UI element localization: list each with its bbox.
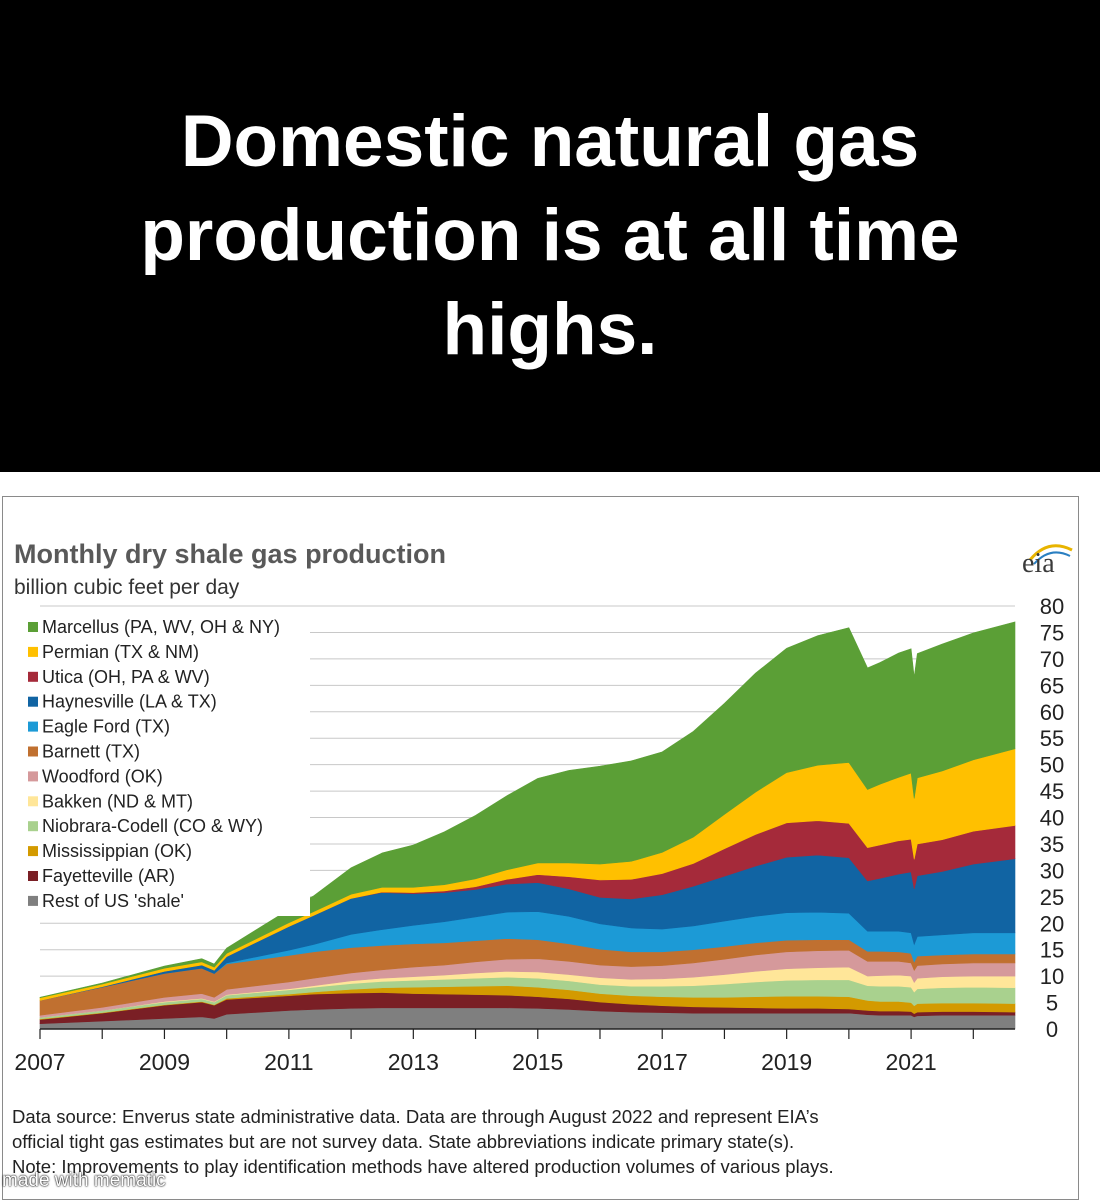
x-label-2017: 2017 [637, 1049, 688, 1075]
legend-swatch-mississippian-ok [28, 846, 38, 857]
watermark: made with mematic [2, 1170, 166, 1191]
legend-label-marcellus-pa-wv-oh-ny: Marcellus (PA, WV, OH & NY) [42, 617, 280, 637]
y-label-20: 20 [1040, 911, 1064, 936]
legend-label-eagle-ford-tx: Eagle Ford (TX) [42, 717, 170, 737]
headline: Domestic natural gas production is at al… [140, 101, 960, 370]
legend-label-rest-of-us-shale: Rest of US 'shale' [42, 891, 184, 911]
legend-swatch-haynesville-la-tx [28, 696, 38, 707]
y-label-65: 65 [1040, 673, 1064, 698]
area-marcellus-pa-wv-oh-ny [39, 621, 1016, 999]
eia-logo-arc-icon [1028, 544, 1073, 561]
legend-label-fayetteville-ar: Fayetteville (AR) [42, 866, 175, 886]
y-label-70: 70 [1040, 647, 1064, 672]
y-label-55: 55 [1040, 726, 1064, 751]
y-label-45: 45 [1040, 779, 1064, 804]
x-label-2007: 2007 [14, 1049, 65, 1075]
legend-background [14, 608, 310, 916]
legend-swatch-utica-oh-pa-wv [28, 671, 38, 682]
legend-label-barnett-tx: Barnett (TX) [42, 742, 140, 762]
legend-swatch-niobrara-codell-co-wy [28, 821, 38, 832]
legend-swatch-marcellus-pa-wv-oh-ny [28, 622, 38, 632]
x-label-2019: 2019 [761, 1049, 812, 1075]
y-label-50: 50 [1040, 753, 1064, 778]
x-label-2009: 2009 [139, 1049, 190, 1075]
stacked-areas [39, 621, 1016, 1030]
chart-subtitle: billion cubic feet per day [14, 576, 240, 599]
y-label-0: 0 [1046, 1017, 1058, 1042]
y-label-80: 80 [1040, 594, 1064, 619]
y-label-10: 10 [1040, 964, 1064, 989]
x-label-2021: 2021 [886, 1049, 937, 1075]
y-label-75: 75 [1040, 620, 1064, 645]
eia-logo: eia [1022, 544, 1073, 579]
chart-title: Monthly dry shale gas production [14, 539, 446, 569]
y-label-35: 35 [1040, 832, 1064, 857]
meme-header: Domestic natural gas production is at al… [0, 0, 1100, 472]
x-label-2011: 2011 [264, 1049, 313, 1075]
y-label-15: 15 [1040, 938, 1064, 963]
legend-label-woodford-ok: Woodford (OK) [42, 766, 163, 786]
y-label-40: 40 [1040, 806, 1064, 831]
eia-logo-text: eia [1022, 548, 1055, 579]
legend-label-mississippian-ok: Mississippian (OK) [42, 841, 192, 861]
legend-swatch-fayetteville-ar [28, 871, 38, 881]
legend-swatch-eagle-ford-tx [28, 721, 38, 732]
y-label-60: 60 [1040, 700, 1064, 725]
legend-label-niobrara-codell-co-wy: Niobrara-Codell (CO & WY) [42, 816, 263, 836]
legend-label-haynesville-la-tx: Haynesville (LA & TX) [42, 692, 217, 712]
legend: Marcellus (PA, WV, OH & NY) Permian (TX &… [14, 608, 310, 916]
legend-swatch-permian-tx-nm [28, 646, 38, 657]
x-label-2013: 2013 [388, 1049, 439, 1075]
legend-swatch-woodford-ok [28, 771, 38, 782]
x-label-2015: 2015 [512, 1049, 563, 1075]
eia-logo-arc-icon-2 [1033, 551, 1071, 565]
legend-swatch-rest-of-us-shale [28, 895, 38, 906]
footnote-line-3: Note: Improvements to play identificatio… [12, 1156, 834, 1177]
legend-label-permian-tx-nm: Permian (TX & NM) [42, 642, 199, 662]
footnote: Data source: Enverus state administrativ… [12, 1104, 1082, 1179]
legend-label-utica-oh-pa-wv: Utica (OH, PA & WV) [42, 667, 210, 687]
y-label-30: 30 [1040, 858, 1064, 883]
footnote-line-1: Data source: Enverus state administrativ… [12, 1106, 819, 1127]
legend-swatch-barnett-tx [28, 746, 38, 757]
legend-swatch-bakken-nd-mt [28, 796, 38, 807]
y-label-5: 5 [1046, 991, 1058, 1016]
y-label-25: 25 [1040, 885, 1064, 910]
legend-label-bakken-nd-mt: Bakken (ND & MT) [42, 791, 193, 811]
x-axis-ticks: 2007 2009 2011 2013 2015 2017 2019 2021 [14, 1029, 974, 1075]
footnote-line-2: official tight gas estimates but are not… [12, 1131, 795, 1152]
